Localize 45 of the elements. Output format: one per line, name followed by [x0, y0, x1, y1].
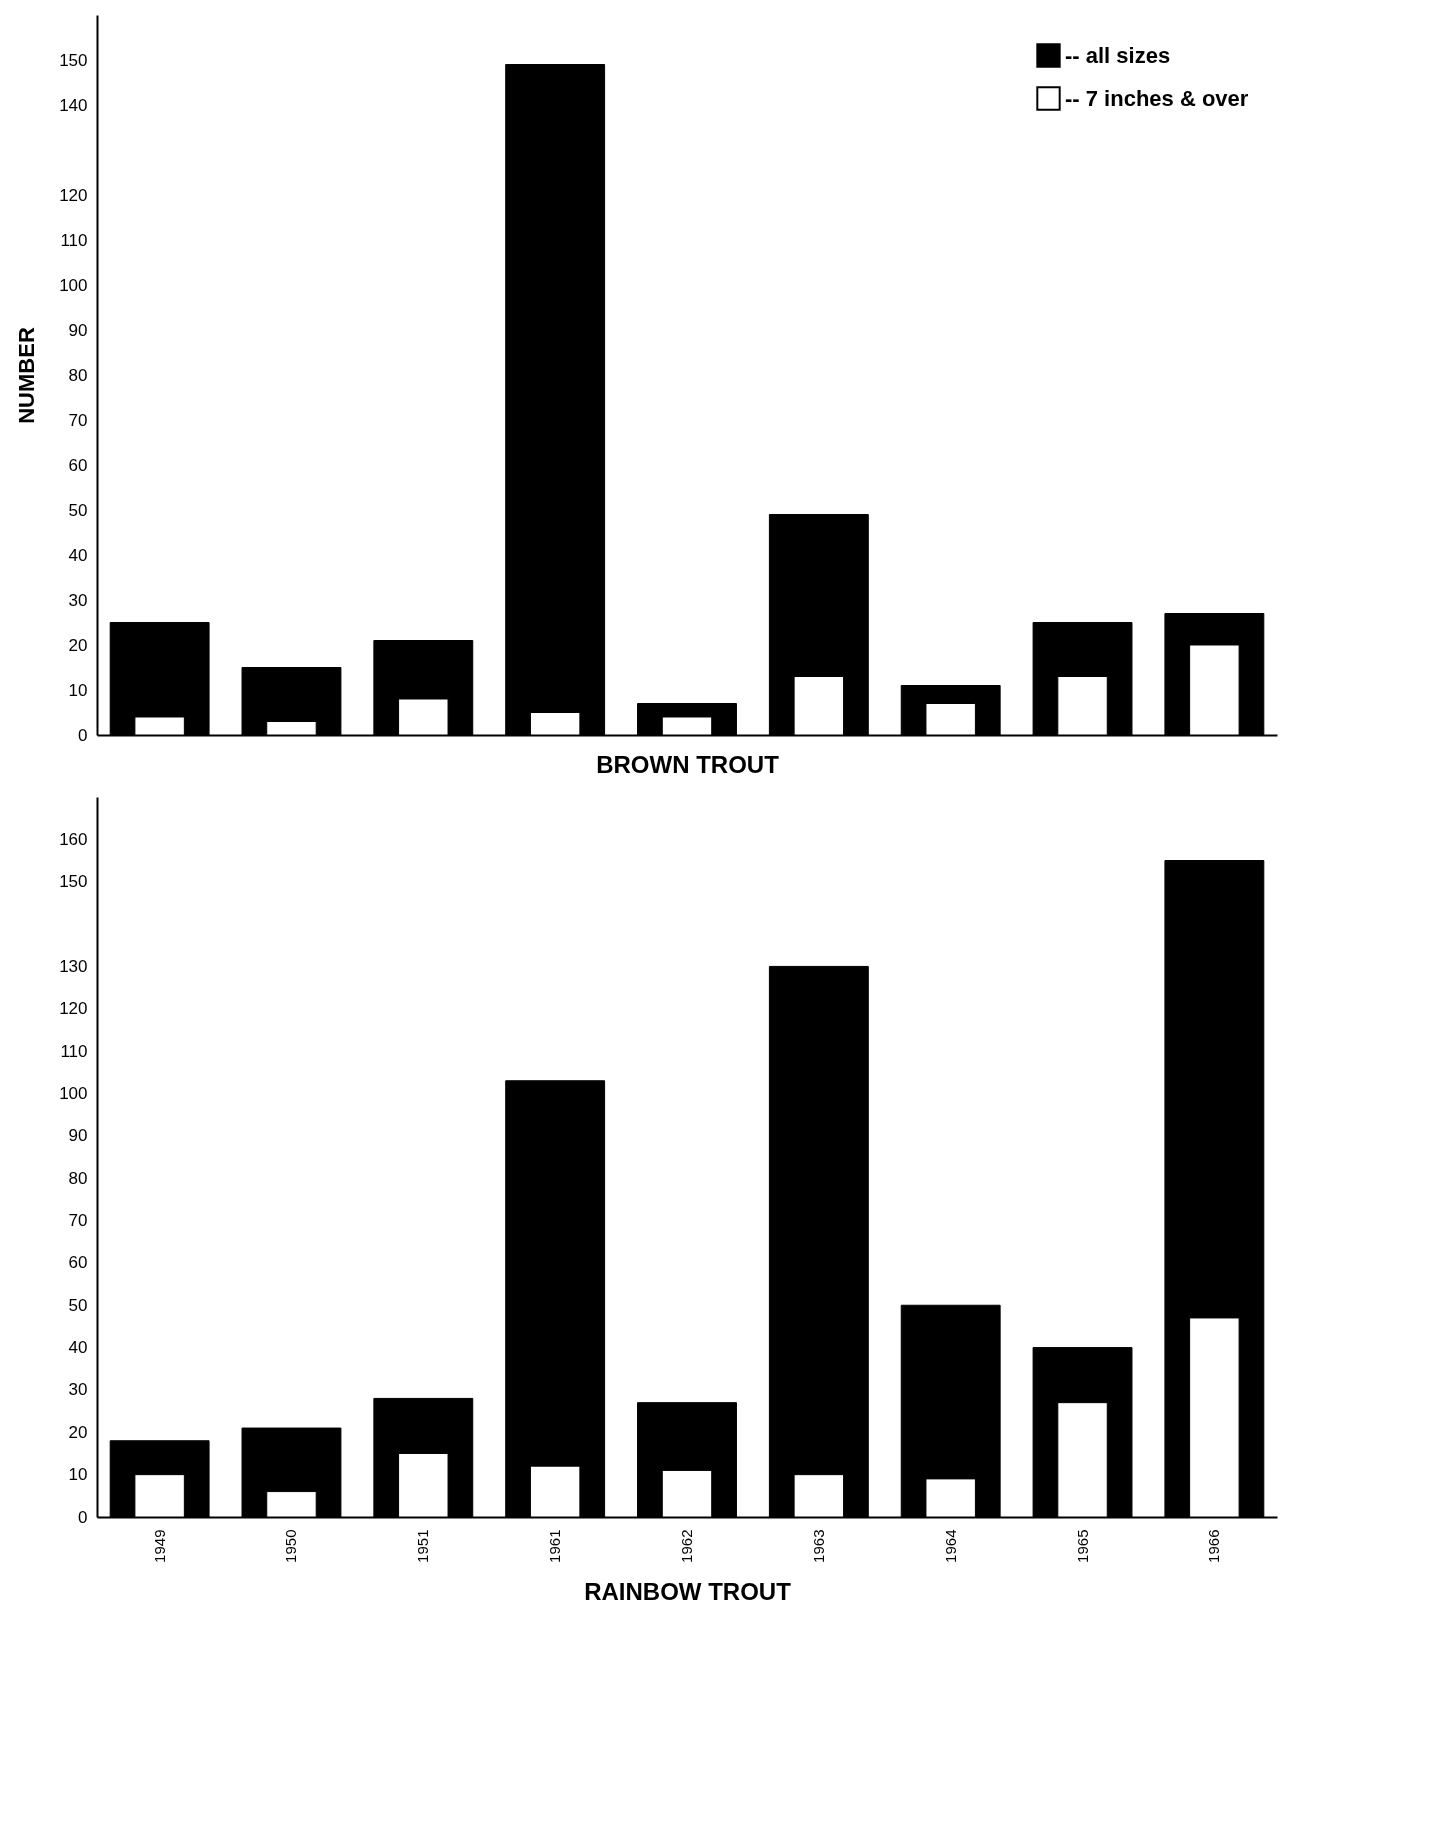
y-tick-label: 0 [78, 1507, 88, 1527]
y-tick-label: 160 [59, 829, 88, 849]
x-tick-label: 1963 [809, 1529, 827, 1563]
x-tick-label: 1962 [678, 1529, 695, 1563]
y-tick-label: 80 [68, 1168, 88, 1188]
y-tick-label: 100 [59, 275, 88, 295]
x-tick-label: 1964 [941, 1529, 959, 1563]
y-tick-label: 10 [68, 680, 88, 700]
legend-label: -- all sizes [1065, 42, 1171, 68]
y-tick-label: 70 [68, 410, 88, 430]
y-tick-label: 150 [59, 872, 88, 892]
y-tick-label: 30 [68, 590, 88, 610]
y-tick-label: 90 [68, 1126, 88, 1146]
y-tick-label: 110 [60, 1041, 88, 1061]
x-tick-label: 1951 [414, 1529, 432, 1563]
y-tick-label: 60 [68, 455, 88, 475]
y-tick-label: 20 [68, 635, 88, 655]
x-tick-label: 1965 [1073, 1529, 1091, 1563]
y-tick-label: 20 [68, 1422, 88, 1442]
y-tick-label: 10 [68, 1465, 88, 1485]
x-tick-label: 1950 [282, 1529, 300, 1563]
y-tick-label: 140 [59, 95, 88, 115]
y-tick-label: 50 [68, 500, 88, 520]
y-tick-label: 40 [68, 1338, 88, 1358]
x-tick-label: 1966 [1205, 1529, 1223, 1563]
y-tick-label: 90 [68, 320, 88, 340]
x-axis-title: BROWN TROUT [596, 750, 780, 778]
y-tick-label: 40 [68, 545, 88, 565]
y-tick-label: 30 [68, 1380, 88, 1400]
x-tick-label: 1961 [546, 1529, 564, 1563]
y-tick-label: 70 [68, 1211, 88, 1231]
y-tick-label: 110 [60, 230, 88, 250]
y-axis-title: NUMBER [14, 327, 40, 424]
y-tick-label: 120 [59, 999, 88, 1019]
y-tick-label: 130 [59, 956, 88, 976]
y-tick-label: 120 [59, 185, 88, 205]
legend-label: -- 7 inches & over [1065, 85, 1249, 111]
y-tick-label: 100 [59, 1083, 88, 1103]
y-tick-label: 80 [68, 365, 88, 385]
y-tick-label: 60 [68, 1253, 88, 1273]
x-axis-title: RAINBOW TROUT [584, 1577, 792, 1605]
y-tick-label: 50 [68, 1295, 88, 1315]
y-tick-label: 0 [78, 725, 88, 745]
y-tick-label: 150 [59, 50, 88, 70]
x-tick-label: 1949 [150, 1529, 168, 1563]
